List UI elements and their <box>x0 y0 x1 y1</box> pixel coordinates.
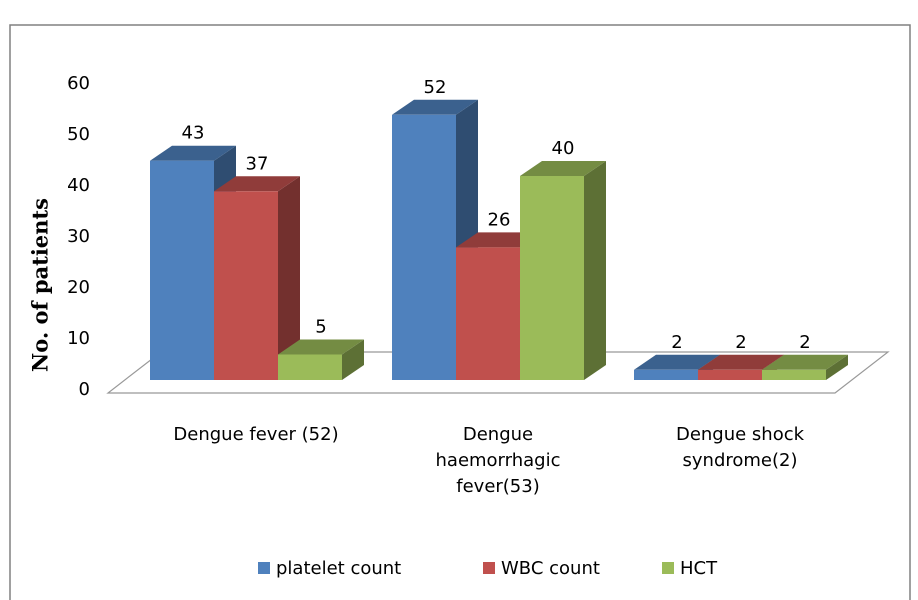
floor <box>106 351 890 394</box>
bar <box>214 191 278 380</box>
bar <box>150 160 214 380</box>
y-tick-label: 60 <box>67 73 90 94</box>
bar <box>762 369 826 380</box>
legend-swatch <box>662 562 674 574</box>
bar-side <box>826 354 848 380</box>
bar <box>392 114 456 381</box>
bar <box>634 369 698 380</box>
y-tick-label: 0 <box>79 379 90 400</box>
bar-top <box>634 354 720 370</box>
bar-side <box>584 161 606 380</box>
data-label: 2 <box>735 332 746 353</box>
y-axis-label: No. of patients <box>28 198 53 372</box>
legend-swatch <box>483 562 495 574</box>
y-tick-label: 50 <box>67 124 90 145</box>
bar <box>520 176 584 380</box>
legend-swatch <box>258 562 270 574</box>
x-tick-label: Dengue shock syndrome(2) <box>675 424 805 471</box>
y-tick-label: 40 <box>67 175 90 196</box>
legend-label: HCT <box>680 558 718 579</box>
data-label: 2 <box>671 332 682 353</box>
data-label: 43 <box>182 123 205 144</box>
data-label: 26 <box>488 209 511 230</box>
bar-top <box>214 176 300 192</box>
legend-label: platelet count <box>276 558 401 579</box>
data-label: 52 <box>424 77 447 98</box>
bar-top <box>150 145 236 161</box>
data-label: 5 <box>315 317 326 338</box>
data-label: 2 <box>799 332 810 353</box>
bar <box>456 247 520 380</box>
x-tick-label: Dengue haemorrhagic fever(53) <box>435 424 561 497</box>
bar-top <box>392 99 478 115</box>
data-label: 37 <box>246 153 269 174</box>
bar-top <box>278 339 364 355</box>
y-tick-label: 30 <box>67 226 90 247</box>
bar-side <box>342 339 364 380</box>
y-tick-label: 20 <box>67 277 90 298</box>
bar-top <box>520 161 606 176</box>
x-tick-label: Dengue fever (52) <box>173 424 339 445</box>
bar-top <box>698 354 784 370</box>
y-tick-label: 10 <box>67 328 90 349</box>
bar <box>698 369 762 380</box>
bar <box>278 354 342 380</box>
data-label: 40 <box>552 138 575 159</box>
bar-top <box>762 354 848 370</box>
bar-side <box>278 176 300 380</box>
chart-border <box>9 24 911 600</box>
legend-label: WBC count <box>501 558 600 579</box>
